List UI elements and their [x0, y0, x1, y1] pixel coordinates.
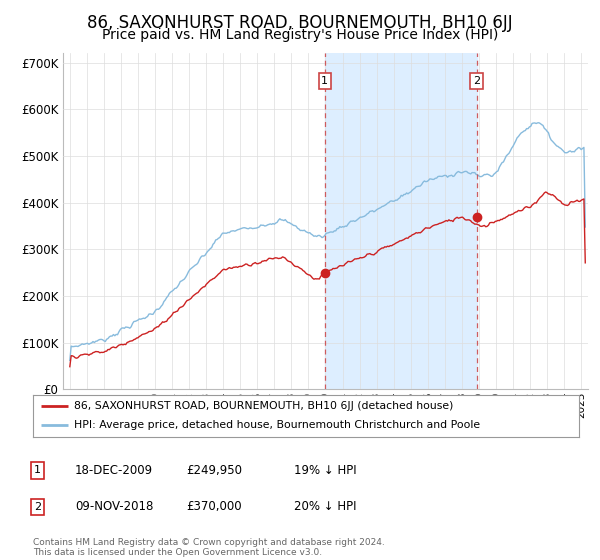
Text: 86, SAXONHURST ROAD, BOURNEMOUTH, BH10 6JJ (detached house): 86, SAXONHURST ROAD, BOURNEMOUTH, BH10 6…: [74, 401, 454, 411]
Text: 18-DEC-2009: 18-DEC-2009: [75, 464, 153, 477]
Text: 2: 2: [34, 502, 41, 512]
Text: 20% ↓ HPI: 20% ↓ HPI: [294, 500, 356, 514]
Text: Price paid vs. HM Land Registry's House Price Index (HPI): Price paid vs. HM Land Registry's House …: [102, 28, 498, 42]
Text: 2: 2: [473, 76, 480, 86]
Text: Contains HM Land Registry data © Crown copyright and database right 2024.
This d: Contains HM Land Registry data © Crown c…: [33, 538, 385, 557]
Text: 19% ↓ HPI: 19% ↓ HPI: [294, 464, 356, 477]
Text: 1: 1: [322, 76, 328, 86]
Bar: [325, 53, 476, 389]
Text: 09-NOV-2018: 09-NOV-2018: [75, 500, 154, 514]
Text: 86, SAXONHURST ROAD, BOURNEMOUTH, BH10 6JJ: 86, SAXONHURST ROAD, BOURNEMOUTH, BH10 6…: [87, 14, 513, 32]
Text: £370,000: £370,000: [186, 500, 242, 514]
Text: 1: 1: [34, 465, 41, 475]
Text: £249,950: £249,950: [186, 464, 242, 477]
Text: HPI: Average price, detached house, Bournemouth Christchurch and Poole: HPI: Average price, detached house, Bour…: [74, 421, 480, 431]
